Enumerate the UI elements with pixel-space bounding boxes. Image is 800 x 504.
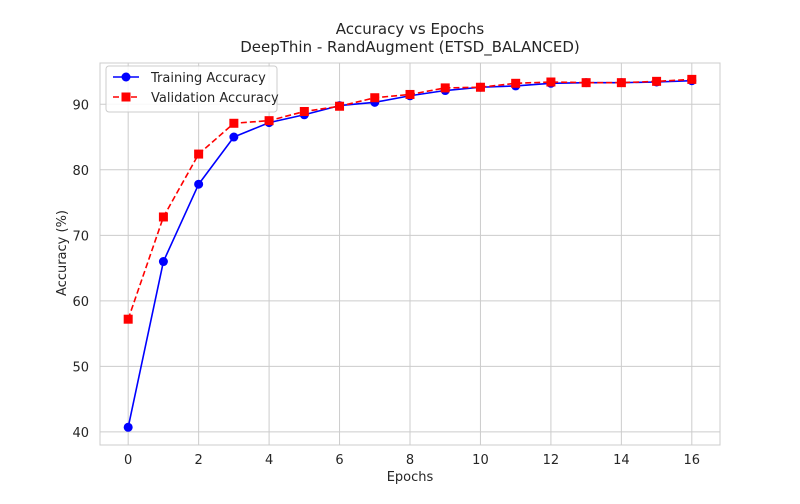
legend-validation-marker <box>121 92 131 102</box>
validation-accuracy-point <box>581 78 591 88</box>
legend: Training Accuracy Validation Accuracy <box>105 65 279 113</box>
x-tick-label: 8 <box>406 453 414 468</box>
validation-accuracy-point <box>546 77 556 87</box>
y-tick-label: 50 <box>72 360 89 375</box>
validation-accuracy-point <box>299 106 309 116</box>
tick-layer: 0 2 4 6 8 10 12 14 16 40 50 60 70 80 90 <box>72 98 700 468</box>
legend-box <box>105 65 278 113</box>
legend-training-label: Training Accuracy <box>150 71 266 86</box>
legend-validation-label: Validation Accuracy <box>151 91 279 106</box>
validation-accuracy-point <box>335 101 345 111</box>
plot-frame <box>99 62 721 446</box>
validation-accuracy-point <box>440 83 450 93</box>
training-accuracy-point <box>194 179 204 189</box>
x-tick-label: 12 <box>543 453 560 468</box>
y-axis-label: Accuracy (%) <box>55 210 70 296</box>
validation-accuracy-point <box>123 314 133 324</box>
training-accuracy-point <box>229 132 239 142</box>
validation-accuracy-point <box>158 212 168 222</box>
chart-subtitle: DeepThin - RandAugment (ETSD_BALANCED) <box>240 38 580 57</box>
validation-accuracy-point <box>229 118 239 128</box>
validation-accuracy-point <box>405 89 415 99</box>
validation-accuracy-point <box>264 116 274 126</box>
y-tick-label: 70 <box>72 229 89 244</box>
validation-accuracy-point <box>687 74 697 84</box>
x-tick-label: 4 <box>265 453 273 468</box>
x-tick-label: 0 <box>124 453 132 468</box>
chart-title: Accuracy vs Epochs <box>336 20 485 38</box>
validation-accuracy-point <box>616 78 626 88</box>
legend-training-marker <box>121 72 131 82</box>
validation-accuracy-point <box>475 82 485 92</box>
training-accuracy-point <box>158 257 168 267</box>
validation-accuracy-point <box>370 93 380 103</box>
y-tick-label: 80 <box>72 164 89 179</box>
validation-accuracy-point <box>652 76 662 86</box>
y-tick-label: 40 <box>72 426 89 441</box>
x-tick-label: 16 <box>684 453 701 468</box>
x-tick-label: 10 <box>472 453 489 468</box>
x-tick-label: 14 <box>613 453 630 468</box>
x-axis-label: Epochs <box>387 470 434 485</box>
y-tick-label: 60 <box>72 295 89 310</box>
validation-accuracy-point <box>194 149 204 159</box>
training-accuracy-point <box>123 422 133 432</box>
validation-accuracy-point <box>511 78 521 88</box>
y-tick-label: 90 <box>72 98 89 113</box>
x-tick-label: 2 <box>194 453 202 468</box>
x-tick-label: 6 <box>335 453 343 468</box>
series-layer <box>123 74 697 432</box>
